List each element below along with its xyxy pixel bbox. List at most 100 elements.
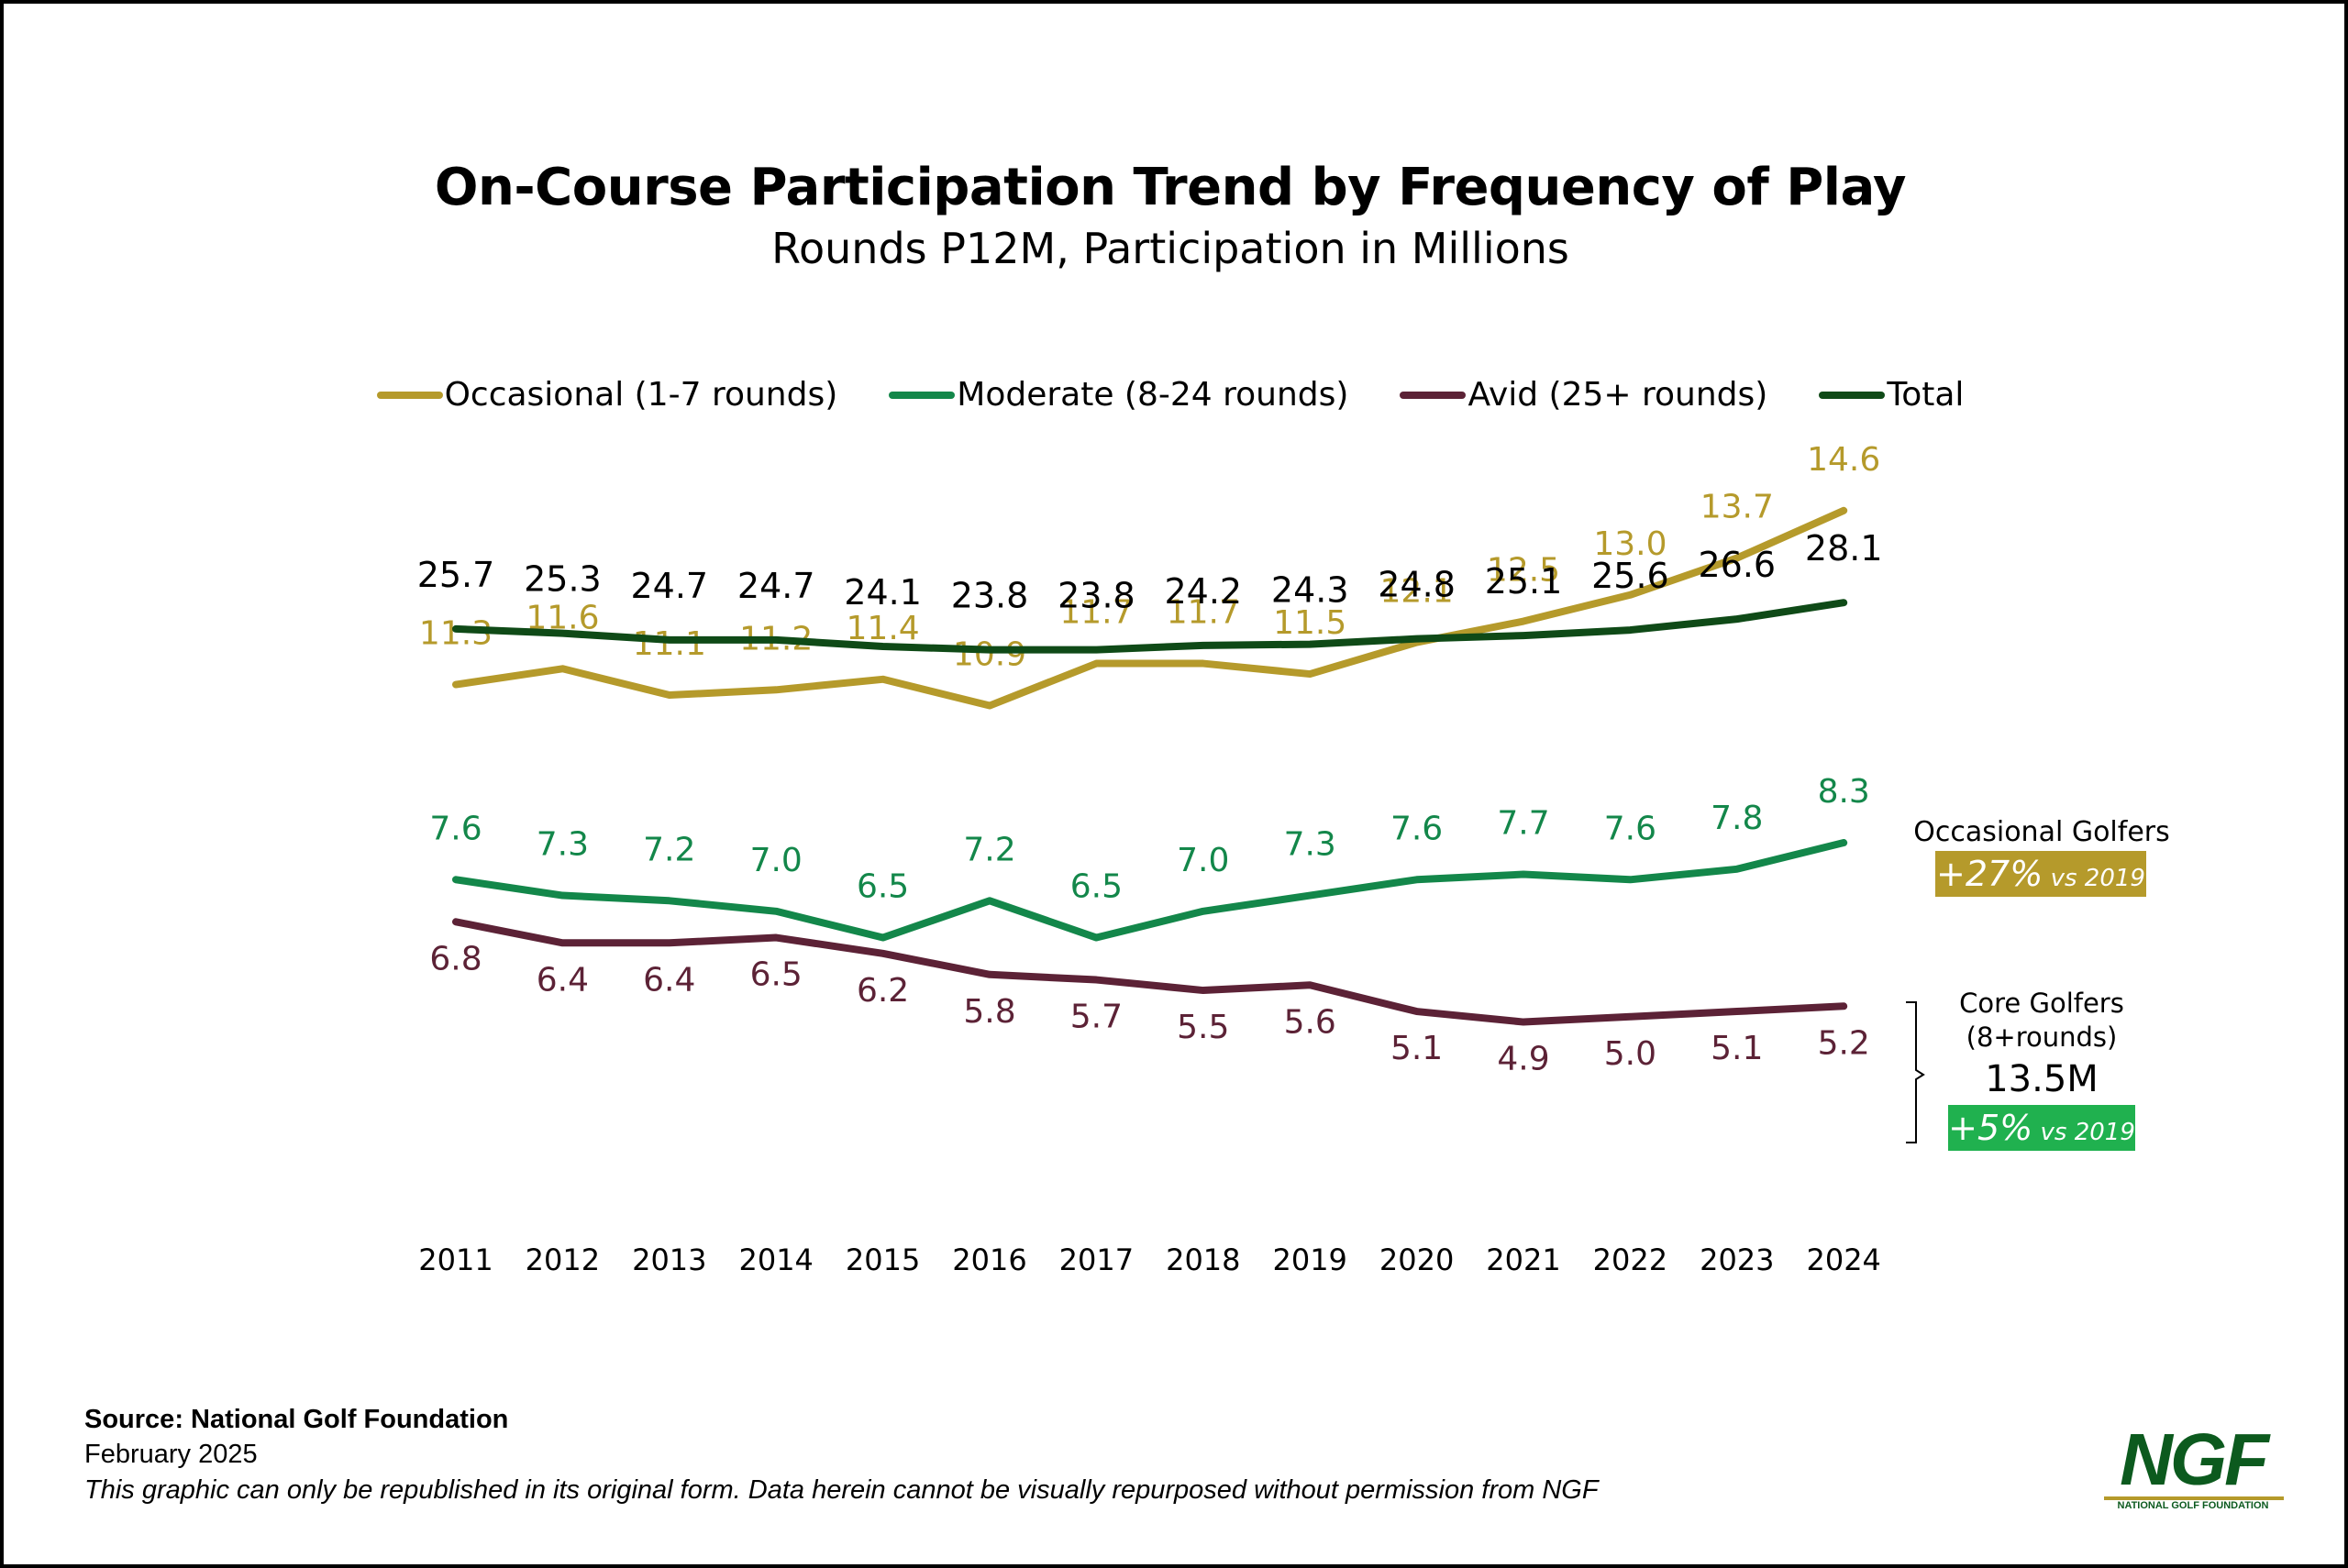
occasional-change-text: +27% vs 2019 [1936,854,2145,894]
core-change-text: +5% vs 2019 [1948,1108,2135,1148]
legend-item-occasional: Occasional (1-7 rounds) [376,376,838,414]
legend-item-avid: Avid (25+ rounds) [1400,376,1767,414]
data-label-avid: 6.2 [857,972,909,1010]
data-label-moderate: 7.3 [1284,826,1336,864]
data-label-moderate: 6.5 [1070,868,1123,906]
data-label-total: 28.1 [1805,528,1883,569]
x-tick-label: 2017 [1059,1242,1134,1277]
data-label-total: 26.6 [1698,545,1776,585]
data-label-moderate: 7.6 [1390,810,1443,847]
data-label-total: 25.6 [1591,556,1669,596]
data-label-moderate: 7.0 [1177,842,1229,879]
data-label-moderate: 7.2 [643,831,695,868]
core-annotation-title: Core Golfers [1959,988,2124,1019]
data-label-moderate: 7.2 [963,831,1015,868]
series-line-occasional [452,506,1848,710]
x-tick-label: 2011 [418,1242,493,1277]
data-label-occasional: 10.9 [953,636,1026,674]
data-label-total: 23.8 [951,576,1029,616]
data-label-avid: 5.8 [963,993,1015,1031]
data-label-occasional: 11.3 [419,615,493,653]
legend-label-avid: Avid (25+ rounds) [1468,376,1768,414]
data-label-occasional: 12.1 [1380,573,1454,611]
core-annotation-value: 13.5M [1985,1058,2099,1100]
data-label-avid: 5.2 [1818,1024,1870,1062]
data-label-total: 23.8 [1058,576,1135,616]
x-tick-label: 2024 [1806,1242,1880,1277]
x-tick-label: 2018 [1166,1242,1240,1277]
data-label-avid: 5.7 [1070,999,1123,1036]
data-label-avid: 5.5 [1177,1009,1229,1046]
data-label-occasional: 11.4 [847,610,920,647]
legend-item-total: Total [1819,376,1964,414]
logo-subtext: NATIONAL GOLF FOUNDATION [2117,1500,2269,1511]
legend-swatch-moderate [889,391,956,399]
series-line-moderate [452,839,1848,942]
x-tick-label: 2019 [1272,1242,1346,1277]
legend-label-total: Total [1887,376,1965,414]
data-label-avid: 5.1 [1390,1030,1443,1067]
data-label-occasional: 12.5 [1487,552,1560,590]
legend-swatch-occasional [376,391,443,399]
legend-label-moderate: Moderate (8-24 rounds) [957,376,1349,414]
x-tick-label: 2022 [1593,1242,1667,1277]
x-tick-label: 2023 [1700,1242,1774,1277]
data-label-moderate: 7.6 [1604,810,1656,847]
data-label-avid: 5.6 [1284,1003,1336,1041]
data-label-moderate: 6.5 [857,868,909,906]
chart-title: On-Course Participation Trend by Frequen… [434,158,1907,217]
core-change-badge [1948,1105,2135,1151]
data-label-avid: 5.1 [1711,1030,1763,1067]
footer-source: Source: National Golf Foundation [84,1405,509,1434]
x-tick-label: 2012 [526,1242,600,1277]
data-label-total: 24.2 [1164,571,1242,612]
series-line-avid [452,918,1848,1026]
logo-accent-bar [2104,1496,2284,1500]
legend-item-moderate: Moderate (8-24 rounds) [889,376,1348,414]
data-label-occasional: 11.7 [1059,594,1133,632]
data-label-total: 24.8 [1378,565,1456,605]
x-tick-label: 2021 [1486,1242,1560,1277]
data-label-occasional: 11.5 [1273,604,1346,642]
chart-legend: Occasional (1-7 rounds) Moderate (8-24 r… [0,376,2341,414]
data-label-total: 25.7 [417,555,495,595]
x-tick-label: 2016 [952,1242,1026,1277]
chart-subtitle: Rounds P12M, Participation in Millions [771,224,1569,273]
data-label-occasional: 14.6 [1807,441,1880,479]
data-label-total: 25.1 [1485,561,1563,602]
data-label-total: 25.3 [524,559,602,600]
data-label-moderate: 8.3 [1818,773,1870,811]
occasional-change-badge [1935,851,2146,897]
data-label-moderate: 7.3 [537,826,589,864]
x-tick-label: 2015 [846,1242,920,1277]
logo-text: NGF [2120,1419,2269,1500]
occasional-annotation-title: Occasional Golfers [1913,816,2170,848]
data-label-occasional: 13.7 [1700,489,1774,526]
data-label-avid: 6.8 [429,940,482,977]
footer-note: This graphic can only be republished in … [84,1475,1599,1505]
x-tick-label: 2013 [632,1242,706,1277]
data-label-moderate: 7.0 [750,842,803,879]
data-label-avid: 6.4 [537,961,589,999]
core-annotation-subtitle: (8+rounds) [1966,1021,2118,1053]
data-label-avid: 6.4 [643,961,695,999]
data-label-occasional: 11.1 [633,625,706,663]
legend-swatch-total [1819,391,1886,399]
legend-label-occasional: Occasional (1-7 rounds) [444,376,838,414]
data-label-total: 24.3 [1271,570,1349,611]
data-label-avid: 6.5 [750,956,803,994]
data-label-occasional: 11.7 [1167,594,1240,632]
data-label-moderate: 7.8 [1711,800,1763,837]
series-line-total [452,599,1848,654]
data-label-moderate: 7.6 [429,810,482,847]
footer-date: February 2025 [84,1440,258,1469]
data-label-moderate: 7.7 [1497,805,1549,843]
data-label-total: 24.1 [844,572,922,613]
x-tick-label: 2014 [738,1242,813,1277]
data-label-avid: 4.9 [1497,1041,1549,1078]
legend-swatch-avid [1400,391,1467,399]
data-label-avid: 5.0 [1604,1035,1656,1073]
data-label-total: 24.7 [737,566,815,606]
